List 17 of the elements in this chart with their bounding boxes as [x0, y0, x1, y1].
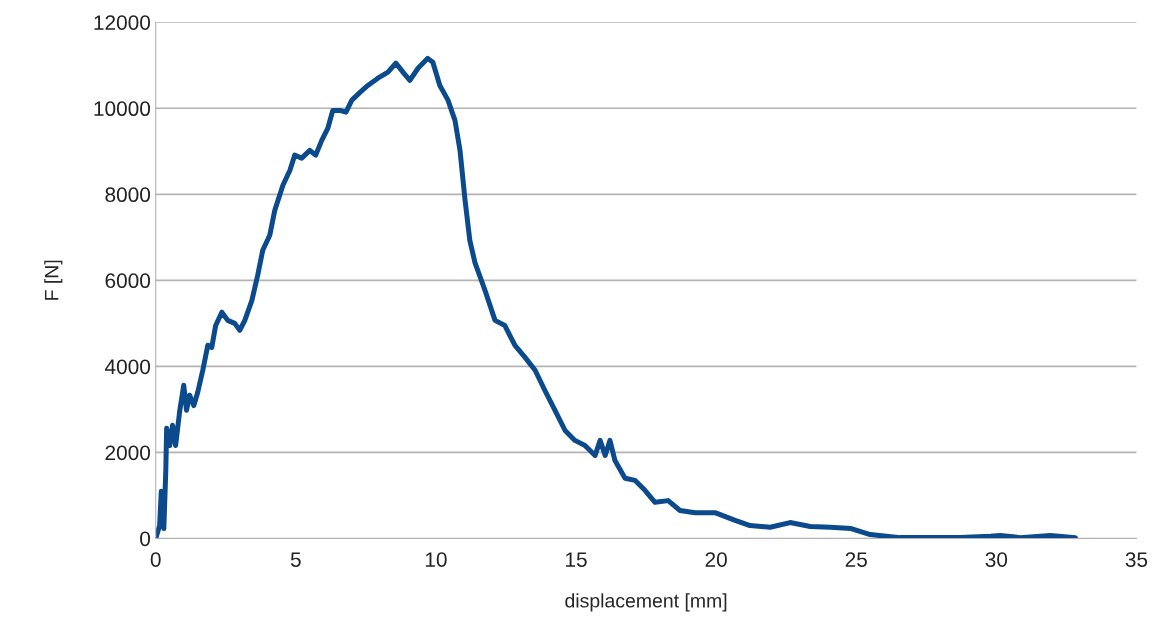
x-tick-label: 15: [566, 552, 587, 567]
x-tick-label: 10: [425, 552, 447, 567]
y-tick-label: 2000: [105, 445, 151, 461]
y-tick-label: 0: [140, 531, 151, 547]
x-tick-label: 0: [150, 552, 161, 567]
x-tick-label: 25: [845, 552, 867, 567]
y-tick-label: 4000: [104, 359, 151, 375]
y-axis-title: F [N]: [44, 260, 63, 300]
y-tick-label: 10000: [94, 101, 151, 117]
y-tick-label: 6000: [105, 273, 151, 289]
y-tick-label: 12000: [94, 15, 151, 30]
x-tick-label: 35: [1125, 552, 1148, 567]
x-axis-title: displacement [mm]: [565, 593, 727, 612]
x-tick-label: 30: [985, 552, 1008, 567]
x-tick-label: 5: [290, 552, 301, 567]
x-tick-label: 20: [705, 552, 727, 567]
y-tick-label: 8000: [105, 187, 151, 203]
